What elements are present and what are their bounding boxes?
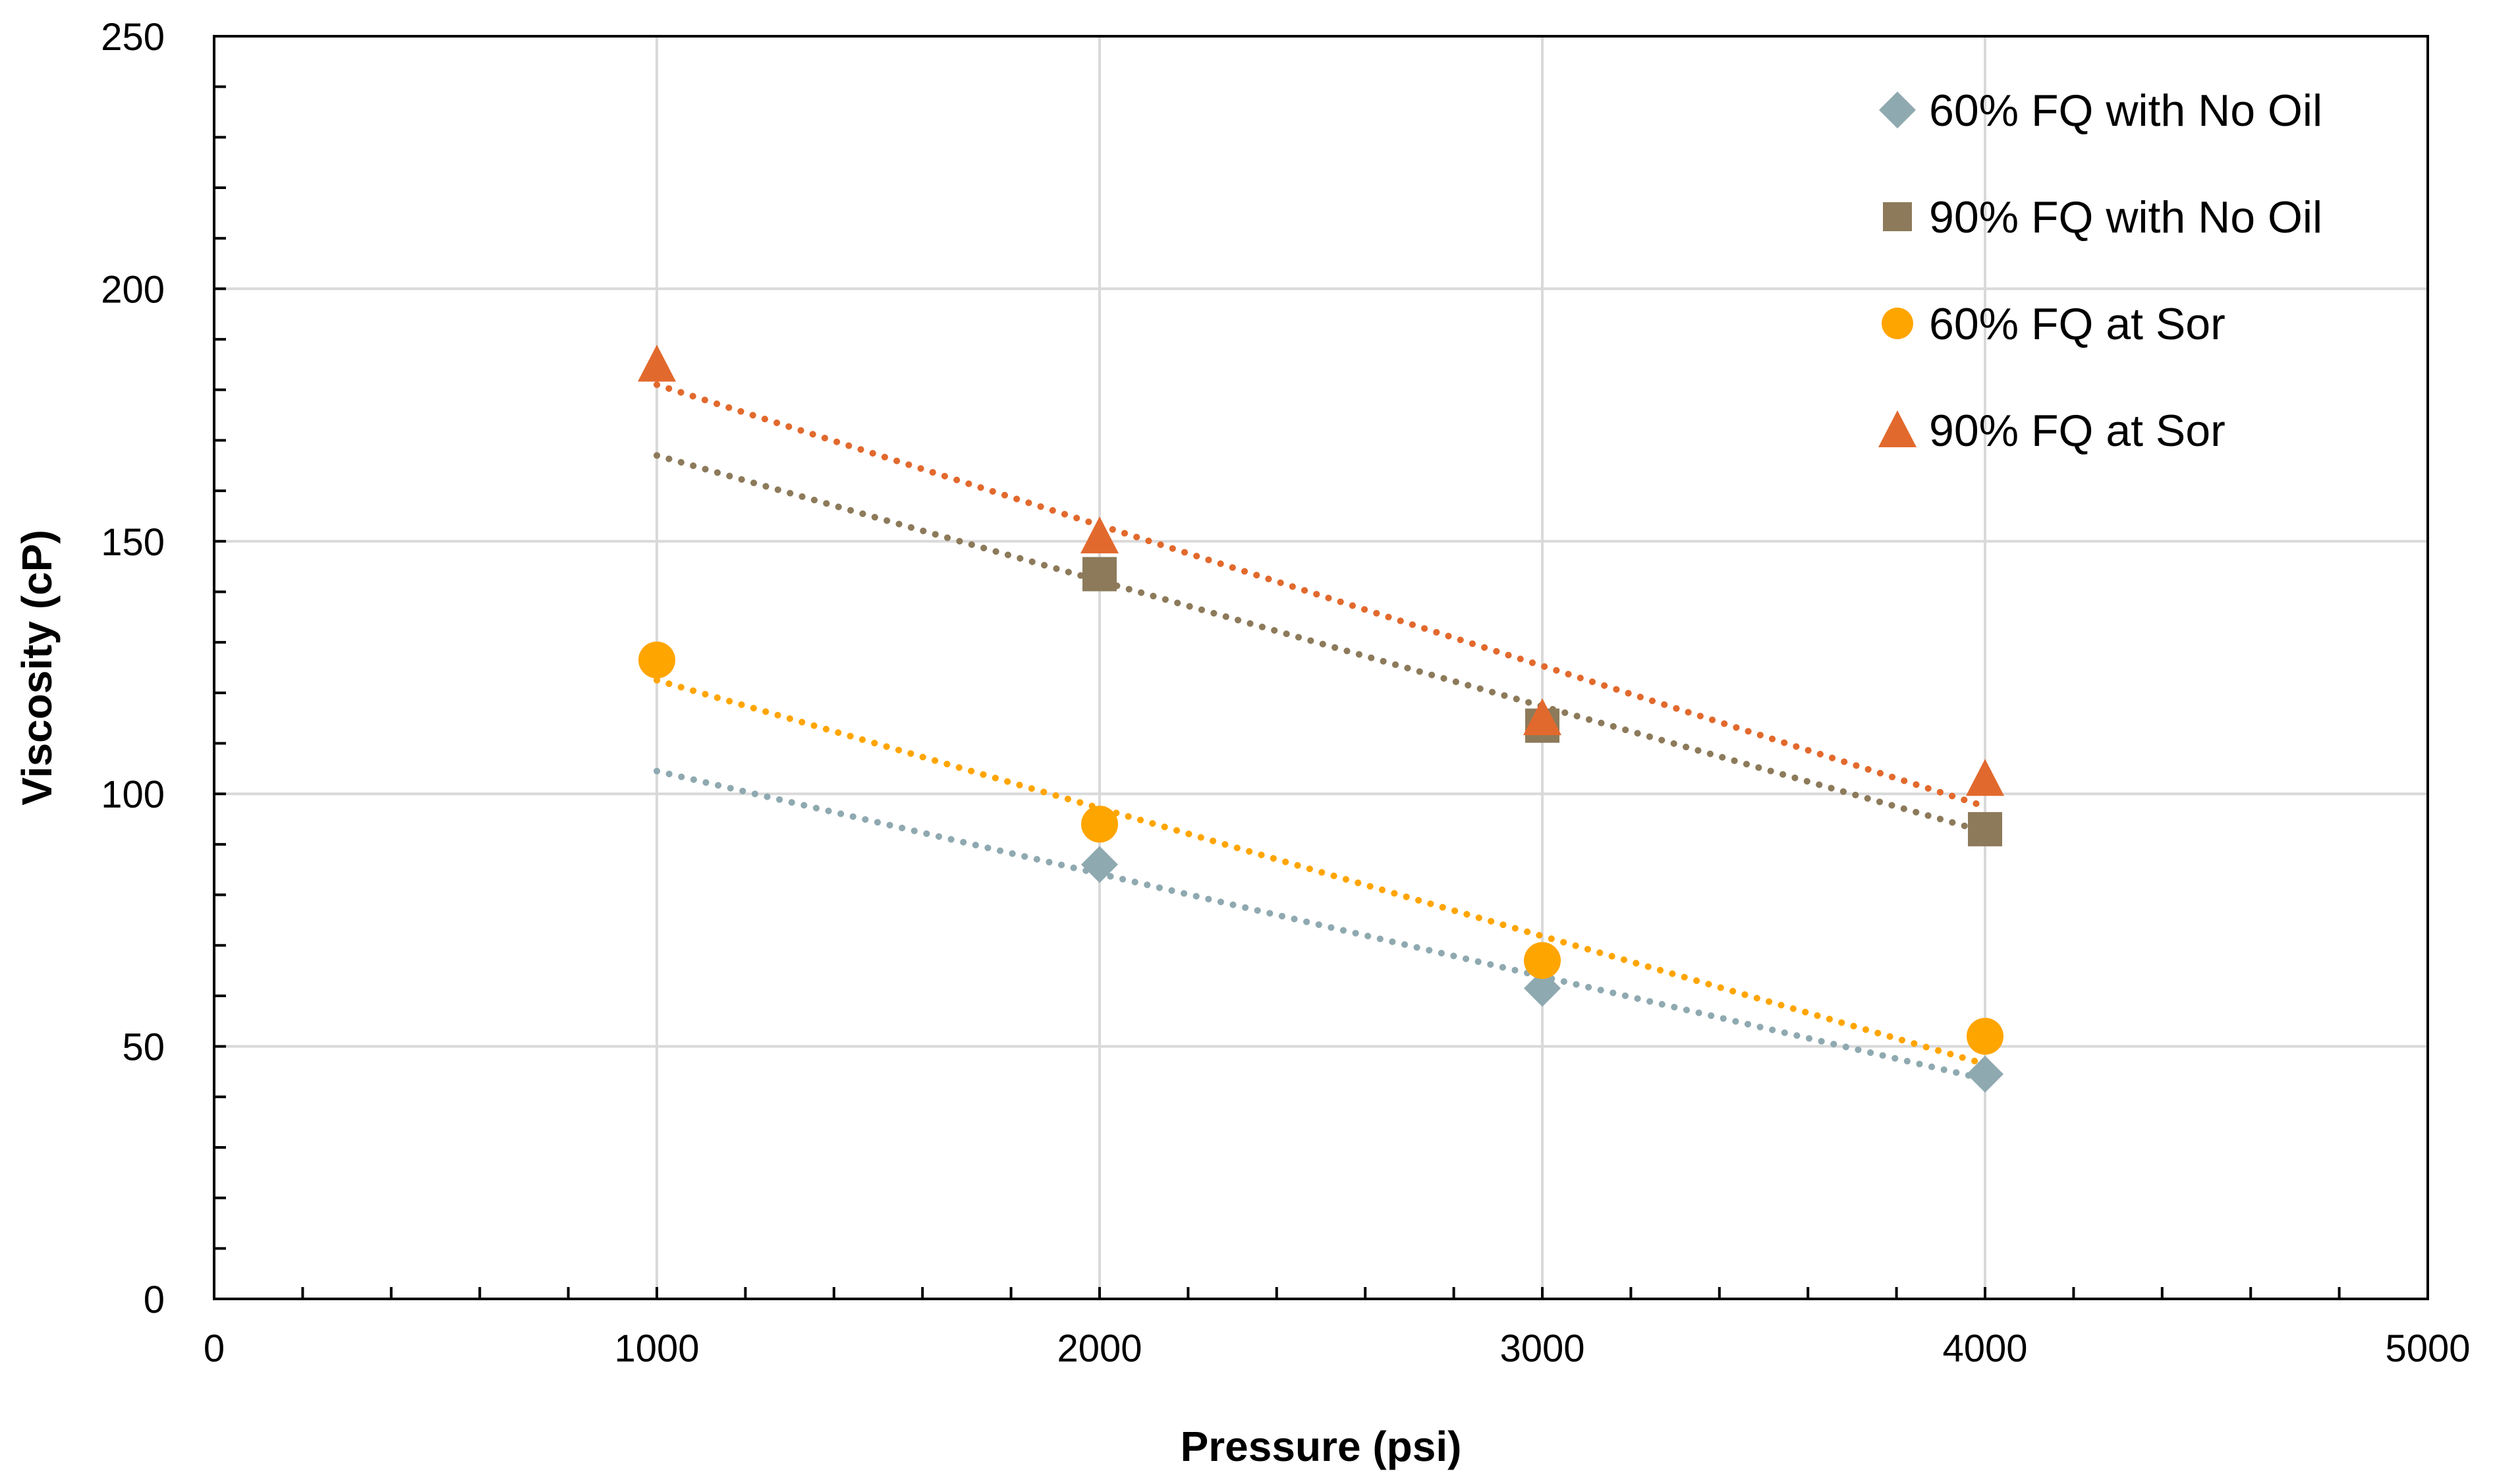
data-point-series-2 <box>1082 557 1117 591</box>
trendline-series-1 <box>654 767 1988 1083</box>
legend-label: 90% FQ at Sor <box>1929 406 2226 456</box>
legend-entry: 60% FQ at Sor <box>1882 299 2226 349</box>
y-tick-label: 100 <box>101 773 165 816</box>
y-tick-label: 50 <box>122 1026 165 1069</box>
trendline-series-3 <box>654 676 1988 1068</box>
x-tick-label: 1000 <box>614 1327 699 1370</box>
x-axis-title: Pressure (psi) <box>1181 1423 1462 1470</box>
y-tick-label: 250 <box>101 16 165 59</box>
data-point-series-4 <box>1966 759 2004 796</box>
data-point-series-3 <box>1081 806 1118 843</box>
legend-label: 60% FQ with No Oil <box>1929 86 2322 136</box>
square-icon <box>1883 202 1912 231</box>
trendlines <box>654 381 1988 1083</box>
data-point-series-1 <box>1967 1055 2003 1093</box>
trendline-series-2 <box>654 452 1988 835</box>
data-point-series-2 <box>1968 811 2002 846</box>
x-tick-label: 3000 <box>1499 1327 1584 1370</box>
circle-icon <box>1882 308 1913 339</box>
data-point-series-3 <box>638 641 675 678</box>
legend-entry: 90% FQ with No Oil <box>1883 192 2322 242</box>
axes <box>213 35 2429 1300</box>
x-tick-label: 0 <box>204 1327 225 1370</box>
triangle-icon <box>1878 410 1917 447</box>
legend-entry: 90% FQ at Sor <box>1878 406 2226 456</box>
legend: 60% FQ with No Oil 90% FQ with No Oil 60% … <box>1878 86 2322 456</box>
legend-label: 90% FQ with No Oil <box>1929 192 2322 242</box>
data-point-series-1 <box>1524 970 1561 1007</box>
plot-area-border <box>213 35 2429 1300</box>
x-tick-label: 5000 <box>2385 1327 2470 1370</box>
y-axis-title: Viscosity (cP) <box>13 530 61 806</box>
x-tick-label: 2000 <box>1057 1327 1142 1370</box>
y-tick-label: 150 <box>101 521 165 564</box>
data-point-series-4 <box>638 344 676 382</box>
tick-labels: 0 1000 2000 3000 4000 5000 0 50 100 150 200 250 <box>101 16 2470 1370</box>
x-tick-label: 4000 <box>1942 1327 2027 1370</box>
data-points <box>638 344 2004 1093</box>
legend-label: 60% FQ at Sor <box>1929 299 2226 349</box>
diamond-icon <box>1879 92 1916 128</box>
data-point-series-3 <box>1524 942 1561 979</box>
data-point-series-1 <box>1081 846 1118 883</box>
y-tick-label: 0 <box>144 1278 165 1321</box>
y-tick-label: 200 <box>101 268 165 311</box>
data-point-series-4 <box>1080 516 1119 554</box>
data-point-series-3 <box>1967 1018 2003 1055</box>
legend-entry: 60% FQ with No Oil <box>1879 86 2322 136</box>
data-point-series-4 <box>1523 698 1561 736</box>
